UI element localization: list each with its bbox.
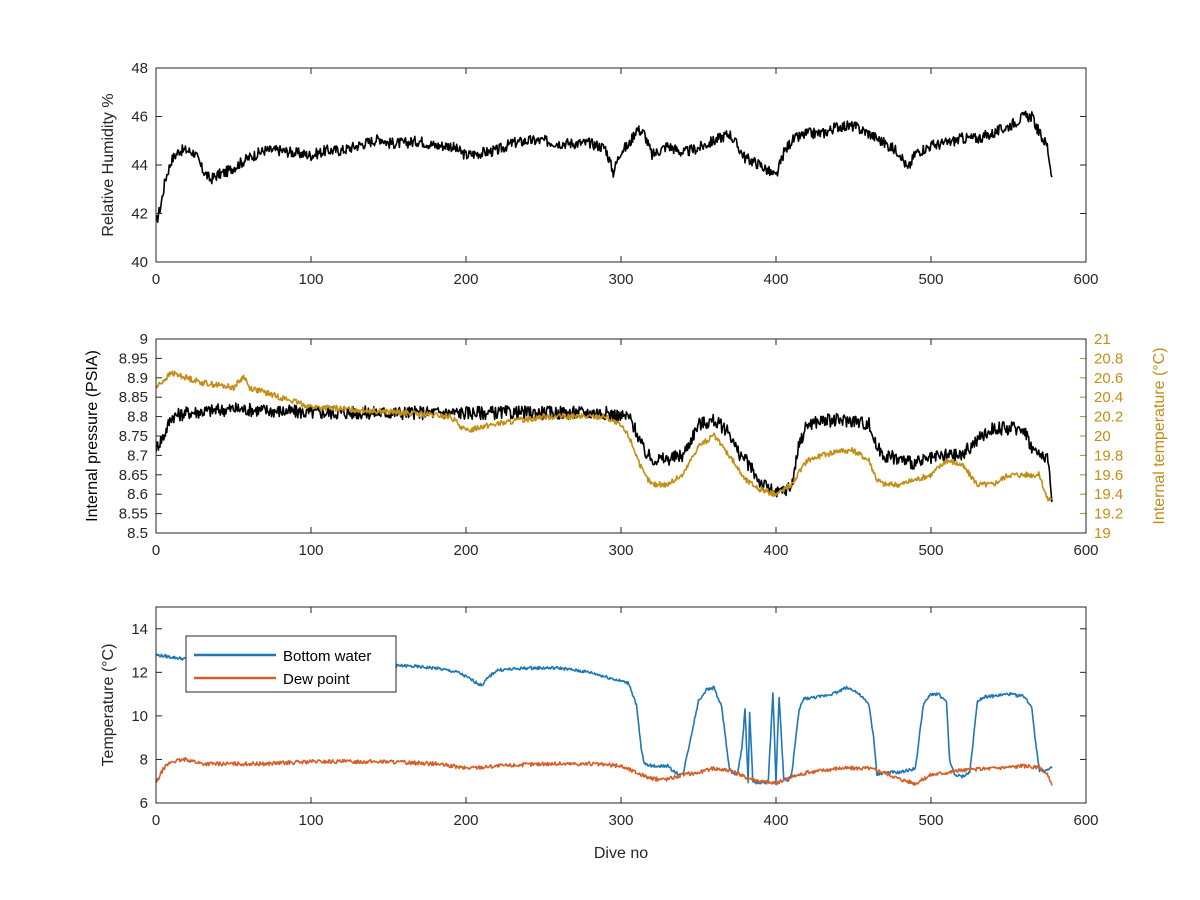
- x-tick-label-pressure: 600: [1073, 542, 1098, 559]
- temperature-plot-frame: [155, 606, 1087, 804]
- x-tick-label-humidity: 200: [453, 271, 478, 288]
- y-tick-label-humidity: 42: [131, 206, 148, 223]
- y-tick-label-right-pressure: 21: [1094, 331, 1111, 348]
- pressure-y-axis-label: Internal pressure (PSIA): [84, 350, 101, 522]
- y-tick-label-temperature: 10: [131, 708, 148, 725]
- x-tick-label-temperature: 500: [918, 812, 943, 829]
- y-tick-label-humidity: 48: [131, 60, 148, 77]
- y-tick-label-right-pressure: 20.6: [1094, 370, 1123, 387]
- x-tick-label-humidity: 300: [608, 271, 633, 288]
- y-tick-label-right-pressure: 20: [1094, 428, 1111, 445]
- y-tick-label-humidity: 46: [131, 109, 148, 126]
- x-tick-label-pressure: 100: [298, 542, 323, 559]
- x-tick-label-temperature: 200: [453, 812, 478, 829]
- y-tick-label-pressure: 8.6: [127, 486, 148, 503]
- x-tick-label-temperature: 100: [298, 812, 323, 829]
- y-tick-label-right-pressure: 20.2: [1094, 409, 1123, 426]
- legend-label-bottom-water: Bottom water: [283, 648, 371, 665]
- y-tick-label-humidity: 44: [131, 157, 148, 174]
- x-tick-label-temperature: 400: [763, 812, 788, 829]
- y-tick-label-pressure: 8.8: [127, 409, 148, 426]
- x-tick-label-pressure: 500: [918, 542, 943, 559]
- y-tick-label-right-pressure: 19.6: [1094, 467, 1123, 484]
- pressure-series-2-line: [156, 370, 1053, 502]
- y-tick-label-right-pressure: 20.4: [1094, 389, 1123, 406]
- x-tick-label-pressure: 400: [763, 542, 788, 559]
- legend-label-dew-point: Dew point: [283, 671, 351, 688]
- y-tick-label-pressure: 8.65: [119, 467, 148, 484]
- x-tick-label-pressure: 300: [608, 542, 633, 559]
- y-tick-label-pressure: 8.7: [127, 447, 148, 464]
- dew-point-line: [156, 756, 1053, 786]
- x-axis-label: Dive no: [594, 845, 648, 862]
- temperature-panel: 0 100 200 300 400 500 600 6 8 10 12 14 Temperature …: [100, 606, 1099, 862]
- x-tick-label-humidity: 500: [918, 271, 943, 288]
- x-tick-label-pressure: 0: [152, 542, 160, 559]
- x-tick-label-temperature: 0: [152, 812, 160, 829]
- internal-temperature-y-axis-label: Internal temperature (°C): [1151, 347, 1168, 524]
- y-tick-label-pressure: 8.95: [119, 350, 148, 367]
- y-tick-label-pressure: 8.75: [119, 428, 148, 445]
- x-tick-label-humidity: 400: [763, 271, 788, 288]
- y-tick-label-temperature: 6: [140, 795, 148, 812]
- pressure-plot-frame: [155, 338, 1087, 534]
- humidity-plot-frame: [155, 67, 1087, 263]
- x-tick-label-humidity: 100: [298, 271, 323, 288]
- legend-box: [185, 635, 397, 693]
- y-tick-label-temperature: 8: [140, 751, 148, 768]
- pressure-temperature-panel: 0 100 200 300 400 500 600 8.5 8.55 8.6 8.65 8.7 8.75…: [84, 331, 1168, 559]
- humidity-y-axis-label: Relative Humidity %: [100, 93, 117, 236]
- humidity-series-1-line: [156, 110, 1053, 223]
- y-tick-label-temperature: 14: [131, 621, 148, 638]
- y-tick-label-pressure: 8.85: [119, 389, 148, 406]
- x-tick-label-temperature: 300: [608, 812, 633, 829]
- y-tick-label-temperature: 12: [131, 664, 148, 681]
- y-tick-label-humidity: 40: [131, 254, 148, 271]
- y-tick-label-right-pressure: 19.8: [1094, 447, 1123, 464]
- y-tick-label-pressure: 8.5: [127, 525, 148, 542]
- x-tick-label-pressure: 200: [453, 542, 478, 559]
- x-tick-label-humidity: 600: [1073, 271, 1098, 288]
- x-tick-label-humidity: 0: [152, 271, 160, 288]
- x-tick-label-temperature: 600: [1073, 812, 1098, 829]
- y-tick-label-right-pressure: 19.4: [1094, 486, 1123, 503]
- y-tick-label-right-pressure: 19: [1094, 525, 1111, 542]
- legend: Bottom water Dew point: [185, 635, 397, 693]
- y-tick-label-pressure: 8.55: [119, 506, 148, 523]
- temperature-y-axis-label: Temperature (°C): [100, 644, 117, 767]
- y-tick-label-right-pressure: 20.8: [1094, 350, 1123, 367]
- y-tick-label-pressure: 9: [140, 331, 148, 348]
- y-tick-label-right-pressure: 19.2: [1094, 506, 1123, 523]
- humidity-panel: 0 100 200 300 400 500 600 40 42 44 46 48 Relative H…: [100, 60, 1099, 288]
- y-tick-label-pressure: 8.9: [127, 370, 148, 387]
